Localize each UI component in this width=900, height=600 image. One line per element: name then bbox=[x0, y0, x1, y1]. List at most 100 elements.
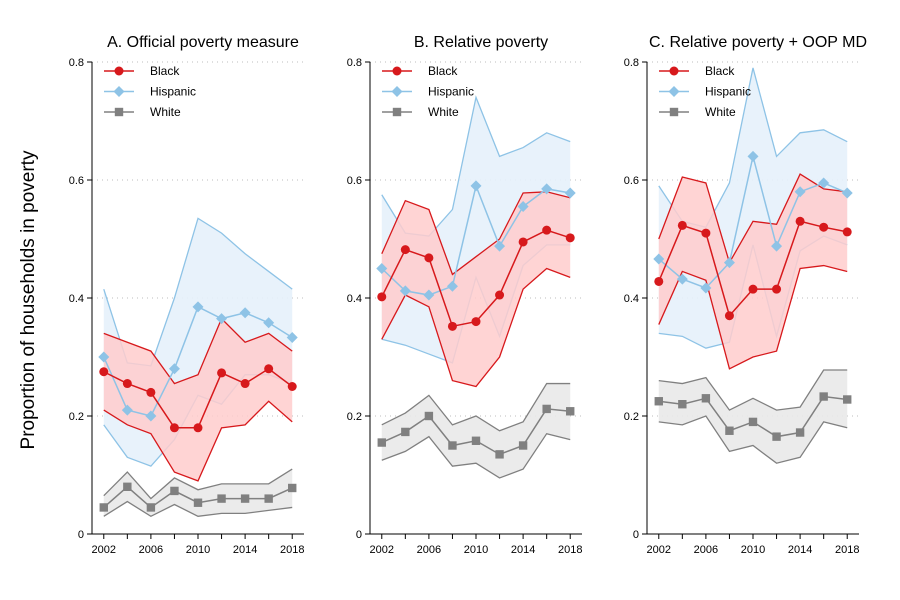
legend-label: Black bbox=[150, 64, 180, 78]
data-point-black bbox=[748, 284, 758, 294]
data-point-white bbox=[401, 427, 410, 437]
ci-upper-white bbox=[658, 369, 848, 411]
data-point-hispanic bbox=[145, 410, 157, 422]
legend-item-white: White bbox=[104, 105, 181, 119]
y-tick-label: 0 bbox=[356, 529, 362, 541]
data-point-white bbox=[377, 438, 386, 447]
legend-label: White bbox=[150, 105, 181, 119]
legend-item-hispanic: Hispanic bbox=[659, 85, 751, 99]
data-point-hispanic bbox=[446, 280, 458, 292]
ci-lower-white bbox=[381, 432, 571, 479]
x-tick-label: 2014 bbox=[788, 544, 812, 556]
legend-marker bbox=[669, 107, 679, 117]
data-point-black bbox=[377, 292, 387, 302]
data-point-hispanic bbox=[653, 253, 665, 265]
data-point-black bbox=[677, 220, 687, 230]
data-point-black bbox=[169, 423, 179, 433]
x-tick-label: 2010 bbox=[464, 544, 488, 556]
data-point-hispanic bbox=[286, 332, 298, 344]
data-point-hispanic bbox=[676, 273, 688, 285]
data-point-black bbox=[654, 276, 664, 286]
ci-lower-black bbox=[658, 264, 848, 370]
legend-marker bbox=[114, 66, 124, 76]
panel-2: B. Relative poverty 0 0.2 0.4 0.6 0.8 2002 2006… bbox=[347, 34, 583, 556]
data-point-white bbox=[701, 394, 711, 403]
x-tick-label: 2006 bbox=[139, 544, 163, 556]
data-point-hispanic bbox=[376, 263, 388, 274]
y-tick-label: 0.8 bbox=[347, 57, 362, 69]
data-point-black bbox=[724, 311, 734, 321]
legend-label: Hispanic bbox=[705, 85, 751, 99]
y-tick-label: 0 bbox=[78, 529, 84, 541]
data-point-white bbox=[217, 494, 226, 503]
data-point-white bbox=[170, 486, 179, 496]
data-point-white bbox=[424, 411, 434, 421]
legend-item-black: Black bbox=[659, 64, 735, 78]
legend-label: White bbox=[428, 105, 459, 119]
data-point-white bbox=[654, 397, 663, 406]
data-point-hispanic bbox=[192, 301, 204, 313]
data-point-white bbox=[193, 498, 203, 507]
legend-item-hispanic: Hispanic bbox=[382, 85, 474, 99]
data-point-hispanic bbox=[723, 257, 735, 269]
data-point-black bbox=[542, 225, 552, 235]
data-point-white bbox=[566, 407, 575, 416]
y-tick-label: 0.4 bbox=[624, 293, 639, 305]
data-point-white bbox=[748, 417, 758, 427]
data-point-black bbox=[772, 284, 782, 294]
ci-upper-black bbox=[103, 317, 293, 385]
data-point-hispanic bbox=[470, 180, 482, 192]
data-point-black bbox=[217, 368, 227, 378]
data-point-hispanic bbox=[841, 187, 853, 199]
ci-lower-black bbox=[381, 267, 571, 388]
data-point-white bbox=[843, 395, 852, 404]
y-tick-label: 0.4 bbox=[69, 293, 84, 305]
data-point-white bbox=[725, 426, 734, 435]
data-point-black bbox=[842, 227, 852, 237]
x-tick-label: 2010 bbox=[741, 544, 765, 556]
data-point-hispanic bbox=[700, 282, 712, 294]
ci-upper-white bbox=[103, 468, 293, 500]
data-point-black bbox=[701, 228, 711, 238]
data-point-black bbox=[99, 367, 109, 377]
ci-upper-black bbox=[658, 173, 848, 265]
data-point-hispanic bbox=[771, 240, 783, 252]
data-point-black bbox=[146, 387, 156, 397]
panel-title: A. Official poverty measure bbox=[107, 34, 299, 51]
data-point-white bbox=[542, 404, 551, 414]
data-point-hispanic bbox=[818, 177, 830, 189]
legend-item-black: Black bbox=[104, 64, 180, 78]
x-tick-label: 2014 bbox=[511, 544, 535, 556]
data-point-hispanic bbox=[541, 183, 553, 195]
ci-band-white bbox=[658, 369, 848, 464]
legend-marker bbox=[669, 66, 679, 76]
data-point-hispanic bbox=[239, 307, 251, 319]
ci-lower-black bbox=[103, 400, 293, 482]
x-tick-label: 2018 bbox=[558, 544, 582, 556]
legend-item-white: White bbox=[382, 105, 459, 119]
panel-title: B. Relative poverty bbox=[414, 34, 548, 51]
data-point-hispanic bbox=[494, 240, 506, 252]
data-point-white bbox=[795, 428, 805, 437]
data-point-white bbox=[495, 450, 504, 459]
y-tick-label: 0 bbox=[633, 529, 639, 541]
x-tick-label: 2002 bbox=[92, 544, 116, 556]
data-point-white bbox=[678, 400, 687, 409]
data-point-black bbox=[424, 253, 434, 263]
data-point-black bbox=[819, 222, 829, 232]
x-tick-label: 2002 bbox=[370, 544, 394, 556]
x-tick-label: 2014 bbox=[233, 544, 257, 556]
y-tick-label: 0.8 bbox=[624, 57, 639, 69]
data-point-hispanic bbox=[423, 289, 435, 301]
panel-1: A. Official poverty measure 0 0.2 0.4 0.6 0.8… bbox=[69, 34, 305, 556]
data-point-white bbox=[772, 432, 781, 441]
x-tick-label: 2006 bbox=[417, 544, 441, 556]
y-tick-label: 0.2 bbox=[347, 411, 362, 423]
data-point-white bbox=[146, 503, 156, 512]
data-point-white bbox=[819, 392, 828, 401]
x-tick-label: 2006 bbox=[694, 544, 718, 556]
data-point-hispanic bbox=[263, 317, 275, 329]
data-point-white bbox=[240, 494, 250, 503]
legend-item-white: White bbox=[659, 105, 736, 119]
